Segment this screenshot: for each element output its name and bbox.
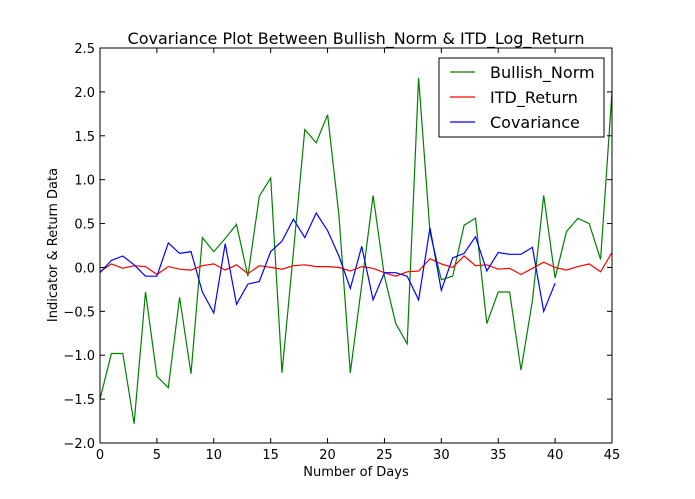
legend: Bullish_Norm ITD_Return Covariance bbox=[438, 57, 605, 138]
series-line-bullish-norm bbox=[99, 77, 613, 424]
y-tick-label: 2.5 bbox=[74, 42, 95, 57]
plot-frame bbox=[99, 47, 613, 444]
y-tick-label: 2.0 bbox=[74, 86, 95, 101]
x-tick-label: 35 bbox=[490, 448, 507, 463]
x-tick-label: 25 bbox=[376, 448, 393, 463]
y-tick-label: −1.0 bbox=[63, 349, 95, 364]
y-tick-label: −1.5 bbox=[63, 393, 95, 408]
x-tick-label: 15 bbox=[262, 448, 279, 463]
y-axis-label: Indicator & Return Data bbox=[46, 168, 61, 322]
x-tick-label: 5 bbox=[153, 448, 161, 463]
y-tick-label: 1.5 bbox=[74, 130, 95, 145]
x-tick-label: 0 bbox=[96, 448, 104, 463]
x-tick-label: 30 bbox=[433, 448, 450, 463]
series-line-covariance bbox=[99, 211, 556, 315]
x-tick-label: 20 bbox=[319, 448, 336, 463]
x-tick-label: 45 bbox=[604, 448, 621, 463]
x-tick-label: 40 bbox=[547, 448, 564, 463]
x-tick-label: 10 bbox=[206, 448, 223, 463]
y-tick-label: 1.0 bbox=[74, 174, 95, 189]
y-tick-label: −0.5 bbox=[63, 305, 95, 320]
legend-label: ITD_Return bbox=[490, 88, 578, 108]
chart-title: Covariance Plot Between Bullish_Norm & I… bbox=[128, 29, 585, 49]
legend-label: Bullish_Norm bbox=[490, 63, 595, 83]
y-tick-label: 0.5 bbox=[74, 218, 95, 233]
legend-label: Covariance bbox=[490, 113, 580, 132]
y-tick-label: 0.0 bbox=[74, 261, 95, 276]
y-tick-label: −2.0 bbox=[63, 437, 95, 452]
x-axis-label: Number of Days bbox=[303, 465, 409, 480]
